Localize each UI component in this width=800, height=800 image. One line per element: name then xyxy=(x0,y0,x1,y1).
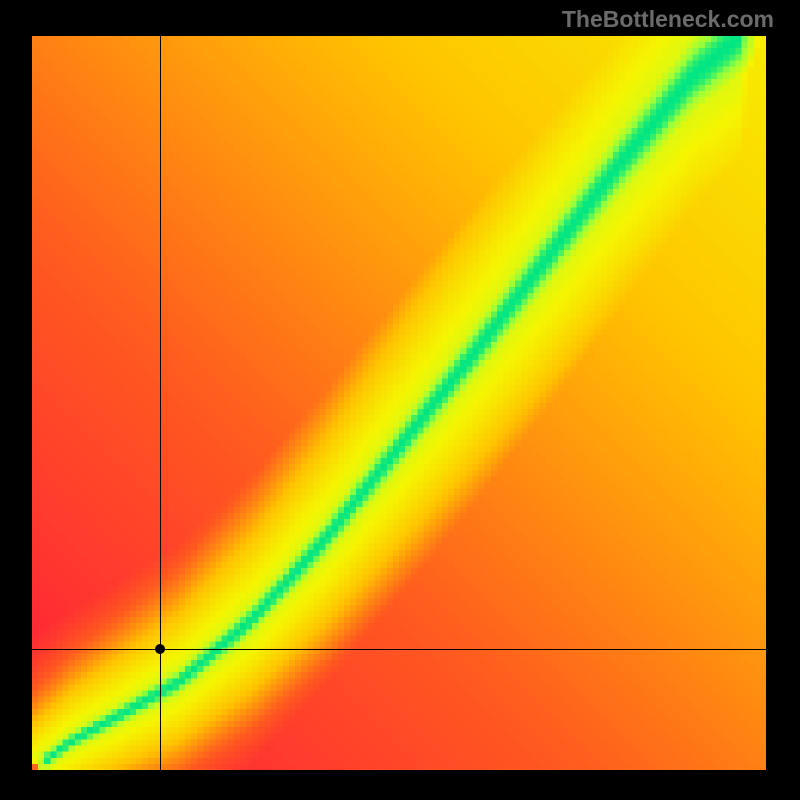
heatmap-canvas xyxy=(32,36,766,770)
root-container: TheBottleneck.com xyxy=(0,0,800,800)
bottleneck-heatmap-plot xyxy=(32,36,766,770)
crosshair-marker-dot xyxy=(155,644,165,654)
watermark-text: TheBottleneck.com xyxy=(562,6,774,33)
crosshair-vertical-line xyxy=(160,36,161,770)
crosshair-horizontal-line xyxy=(32,649,766,650)
